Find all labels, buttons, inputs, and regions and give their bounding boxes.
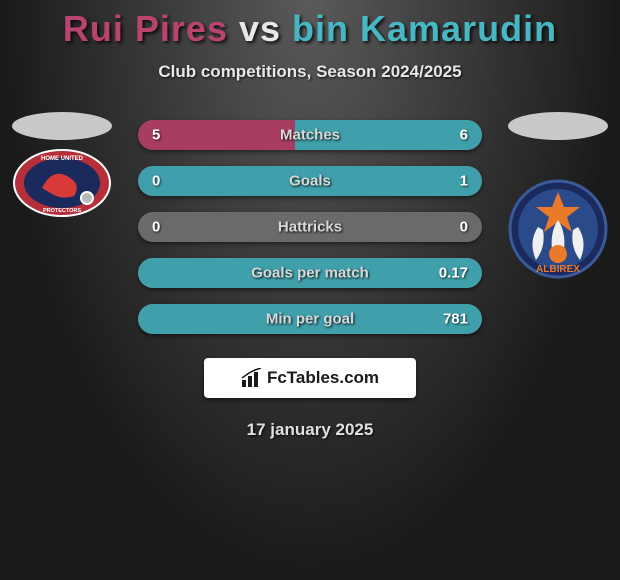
stat-label: Min per goal — [266, 311, 354, 328]
player1-avatar-placeholder — [12, 112, 112, 140]
left-player-col: HOME UNITED PROTECTORS — [12, 112, 112, 218]
stat-value-right: 6 — [460, 127, 468, 144]
stat-row: 781 Min per goal — [138, 304, 482, 334]
stat-value-left: 5 — [152, 127, 160, 144]
stat-row: 0.17 Goals per match — [138, 258, 482, 288]
subtitle: Club competitions, Season 2024/2025 — [0, 62, 620, 82]
player2-name: bin Kamarudin — [292, 8, 557, 49]
comparison-title: Rui Pires vs bin Kamarudin — [0, 0, 620, 50]
svg-text:HOME UNITED: HOME UNITED — [41, 156, 84, 162]
stat-row: 0 0 Hattricks — [138, 212, 482, 242]
stat-row: 5 6 Matches — [138, 120, 482, 150]
stat-value-right: 0.17 — [439, 265, 468, 282]
vs-text: vs — [239, 8, 281, 49]
svg-text:ALBIREX: ALBIREX — [536, 264, 580, 275]
content-area: HOME UNITED PROTECTORS ALBIREX 5 6 Matches… — [0, 120, 620, 440]
stat-rows: 5 6 Matches 0 1 Goals 0 0 Hattricks 0.17 Goals per… — [138, 120, 482, 334]
date-text: 17 january 2025 — [0, 420, 620, 440]
stat-row: 0 1 Goals — [138, 166, 482, 196]
right-player-col: ALBIREX — [508, 112, 608, 287]
stat-bar-left — [138, 120, 295, 150]
stat-value-left: 0 — [152, 219, 160, 236]
brand-box[interactable]: FcTables.com — [204, 358, 416, 398]
player1-name: Rui Pires — [63, 8, 228, 49]
player2-avatar-placeholder — [508, 112, 608, 140]
stat-label: Hattricks — [278, 219, 342, 236]
bar-chart-icon — [241, 368, 263, 388]
stat-value-right: 0 — [460, 219, 468, 236]
stat-label: Goals per match — [251, 265, 369, 282]
brand-text: FcTables.com — [267, 368, 379, 388]
team2-badge-icon: ALBIREX — [508, 172, 608, 287]
stat-label: Matches — [280, 127, 340, 144]
stat-value-right: 1 — [460, 173, 468, 190]
stat-value-left: 0 — [152, 173, 160, 190]
team1-badge-icon: HOME UNITED PROTECTORS — [12, 148, 112, 218]
stat-label: Goals — [289, 173, 331, 190]
svg-text:PROTECTORS: PROTECTORS — [43, 208, 81, 214]
stat-value-right: 781 — [443, 311, 468, 328]
